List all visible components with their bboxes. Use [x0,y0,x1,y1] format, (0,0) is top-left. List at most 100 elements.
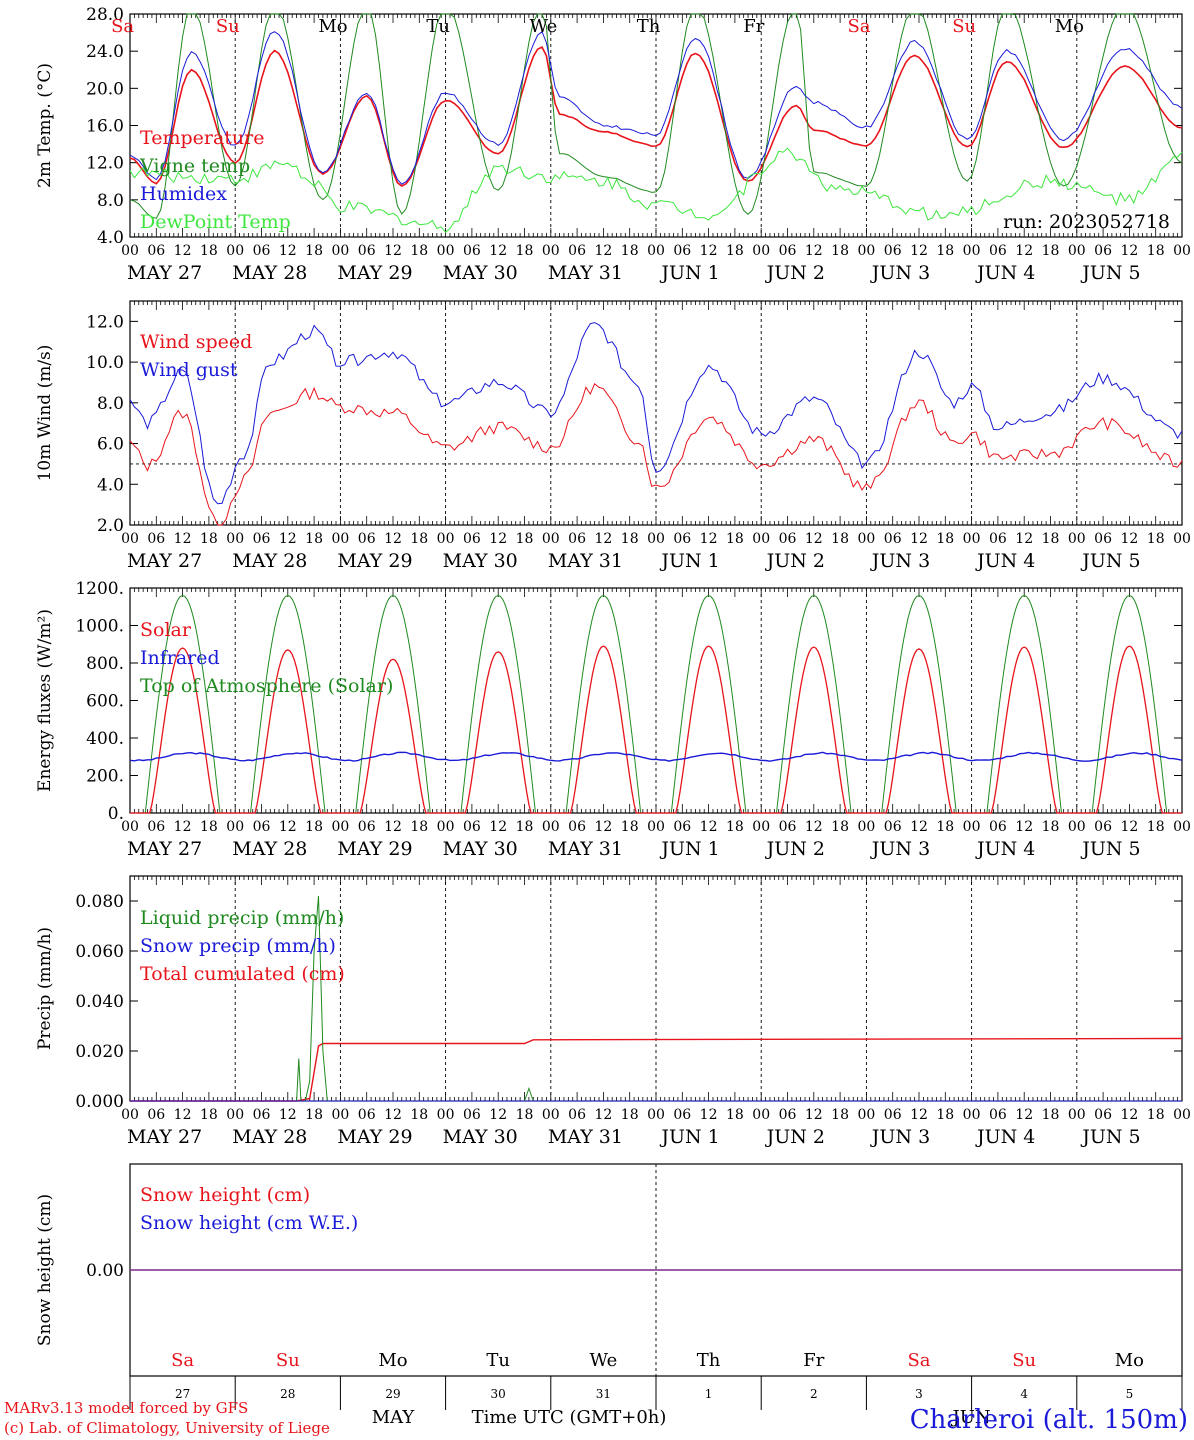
y-tick-label: 24.0 [86,42,124,62]
hour-tick-label: 18 [936,819,954,835]
day-number: 31 [596,1387,611,1401]
hour-tick-label: 00 [647,819,665,835]
hour-tick-label: 12 [594,243,612,259]
hour-tick-label: 00 [1068,531,1086,547]
y-tick-label: 12.0 [86,154,124,174]
weekday-label: Mo [1055,16,1084,37]
hour-tick-label: 06 [673,243,691,259]
hour-tick-label: 00 [963,819,981,835]
hour-tick-label: 12 [1120,243,1138,259]
hour-tick-label: 00 [226,819,244,835]
plot-frame [129,300,1183,526]
hour-tick-label: 12 [384,531,402,547]
chart-panels: 2m Temp. (°C)4.08.012.016.020.024.028.00… [35,5,1191,1428]
y-tick-label: 28.0 [86,5,124,25]
hour-tick-label: 00 [857,1107,875,1123]
date-label: JUN 1 [659,550,719,572]
date-label: JUN 2 [765,838,825,860]
date-label: MAY 29 [337,262,412,284]
hour-tick-label: 18 [936,531,954,547]
hour-tick-label: 12 [384,1107,402,1123]
legend-entry: Wind gust [140,359,238,381]
hour-tick-label: 18 [516,243,534,259]
hour-tick-label: 00 [437,243,455,259]
hour-tick-label: 18 [1147,531,1165,547]
y-tick-label: 0.00 [86,1261,124,1281]
date-label: MAY 30 [443,838,518,860]
y-tick-label: 200. [86,767,124,787]
hour-tick-label: 12 [174,531,192,547]
hour-tick-label: 18 [1147,1107,1165,1123]
hour-tick-label: 06 [253,819,271,835]
day-number: 1 [705,1387,713,1401]
y-axis-label: 2m Temp. (°C) [35,63,55,188]
hour-tick-label: 00 [542,1107,560,1123]
date-label: MAY 30 [443,1126,518,1148]
hour-tick-label: 18 [1042,243,1060,259]
hour-tick-label: 06 [358,243,376,259]
hour-tick-label: 12 [1120,819,1138,835]
hour-tick-label: 00 [1173,243,1191,259]
day-number: 2 [810,1387,818,1401]
y-tick-label: 6.0 [97,435,124,455]
hour-tick-label: 18 [726,531,744,547]
hour-tick-label: 00 [226,1107,244,1123]
weekday-label: Su [1012,1350,1036,1371]
date-label: MAY 29 [337,550,412,572]
series-line-solar [130,645,1182,814]
hour-tick-label: 06 [989,531,1007,547]
hour-tick-label: 00 [857,819,875,835]
series-line-temperature [129,46,1183,187]
hour-tick-label: 12 [805,243,823,259]
series-line-infrared [129,751,1183,762]
date-label: MAY 28 [232,550,307,572]
series-line-liquid [130,895,1182,1102]
y-tick-label: 12.0 [86,312,124,332]
station-label: Charleroi (alt. 150m) [910,1405,1188,1435]
hour-tick-label: 00 [647,1107,665,1123]
weekday-label: Sa [111,16,134,37]
date-label: JUN 5 [1080,550,1140,572]
legend-entry: Temperature [140,127,264,149]
y-tick-label: 0.080 [75,892,124,912]
date-label: JUN 3 [870,262,930,284]
hour-tick-label: 06 [884,531,902,547]
hour-tick-label: 00 [647,531,665,547]
hour-tick-label: 00 [542,531,560,547]
day-number: 29 [385,1387,400,1401]
hour-tick-label: 18 [200,531,218,547]
hour-tick-label: 12 [279,1107,297,1123]
hour-tick-label: 00 [1173,1107,1191,1123]
date-label: MAY 30 [443,262,518,284]
hour-tick-label: 18 [621,531,639,547]
weekday-label: Th [637,16,661,37]
y-axis-label: Snow height (cm) [35,1194,55,1346]
hour-tick-label: 12 [279,243,297,259]
legend-entry: Vigne temp [139,155,250,177]
hour-tick-label: 18 [621,243,639,259]
hour-tick-label: 00 [121,1107,139,1123]
y-tick-label: 400. [86,729,124,749]
hour-tick-label: 18 [410,1107,428,1123]
y-tick-label: 2.0 [97,516,124,536]
hour-tick-label: 06 [253,243,271,259]
date-label: MAY 28 [232,1126,307,1148]
day-number: 27 [175,1387,190,1401]
hour-tick-label: 18 [516,531,534,547]
hour-tick-label: 18 [621,819,639,835]
weekday-label: We [530,16,558,37]
series-line-wind-gust [129,322,1183,505]
date-label: JUN 3 [870,1126,930,1148]
day-number: 30 [491,1387,506,1401]
hour-tick-label: 12 [700,1107,718,1123]
hour-tick-label: 00 [1173,819,1191,835]
hour-tick-label: 06 [779,243,797,259]
hour-tick-label: 06 [568,243,586,259]
hour-tick-label: 12 [910,819,928,835]
date-label: JUN 5 [1080,262,1140,284]
date-label: JUN 4 [975,550,1035,572]
hour-tick-label: 18 [516,819,534,835]
date-label: MAY 28 [232,838,307,860]
legend-entry: Snow height (cm) [140,1184,310,1206]
hour-tick-label: 00 [752,819,770,835]
